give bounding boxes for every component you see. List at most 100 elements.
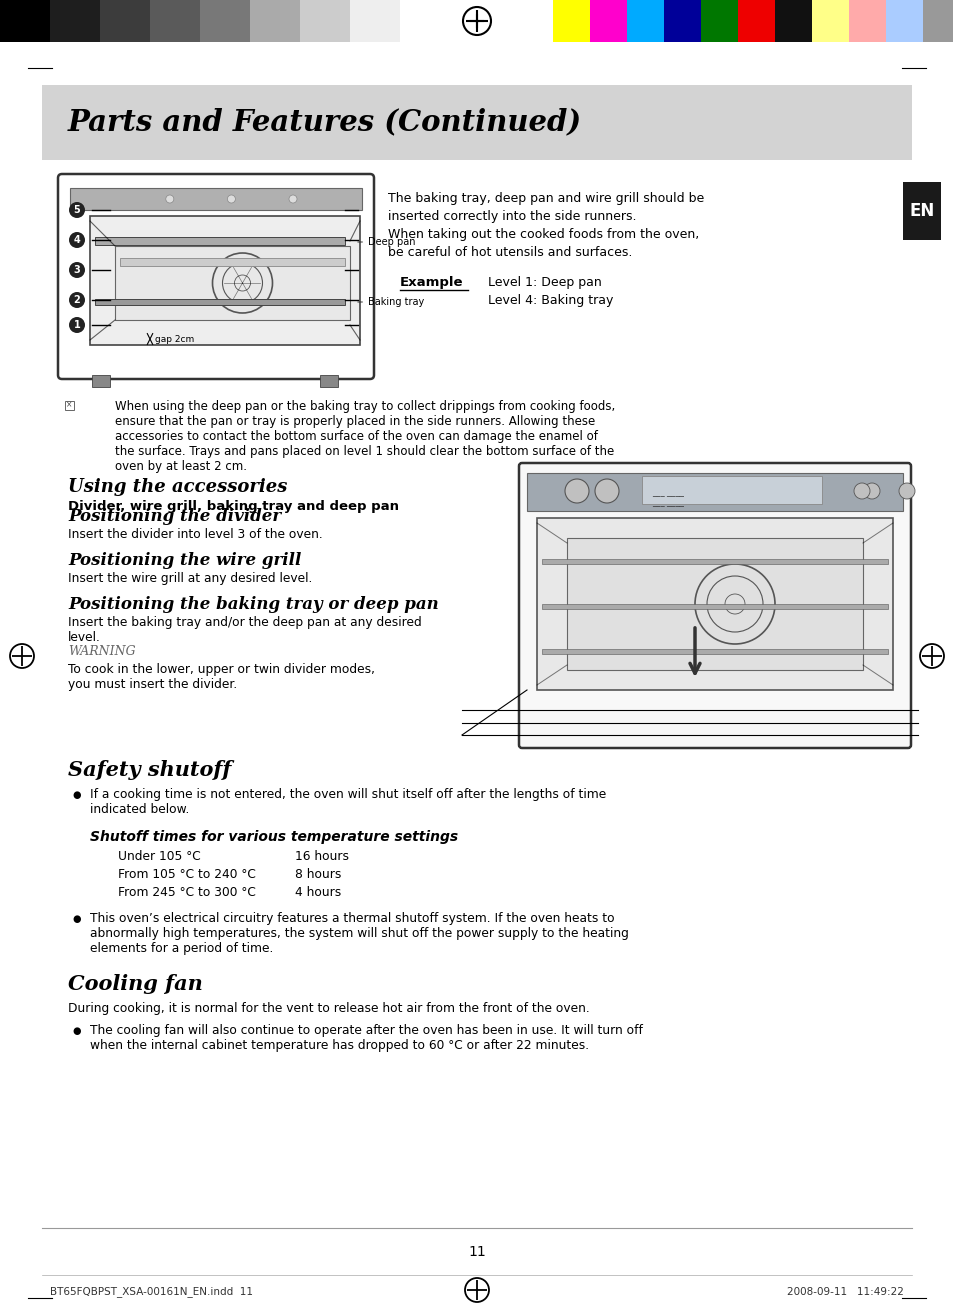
Text: This oven’s electrical circuitry features a thermal shutoff system. If the oven : This oven’s electrical circuitry feature…: [90, 913, 614, 924]
Bar: [541, 649, 887, 654]
Bar: [902, 183, 940, 240]
Text: when the internal cabinet temperature has dropped to 60 °C or after 22 minutes.: when the internal cabinet temperature ha…: [90, 1039, 589, 1052]
Text: Parts and Features (Continued): Parts and Features (Continued): [68, 108, 581, 137]
Text: inserted correctly into the side runners.: inserted correctly into the side runners…: [388, 210, 636, 223]
Bar: [120, 257, 345, 267]
Text: Level 1: Deep pan: Level 1: Deep pan: [488, 276, 601, 289]
Text: During cooking, it is normal for the vent to release hot air from the front of t: During cooking, it is normal for the ven…: [68, 1002, 589, 1015]
Bar: [115, 246, 350, 320]
Text: Under 105 °C: Under 105 °C: [118, 850, 200, 863]
Text: Divider, wire grill, baking tray and deep pan: Divider, wire grill, baking tray and dee…: [68, 500, 398, 513]
Bar: [70, 188, 361, 210]
FancyBboxPatch shape: [518, 463, 910, 748]
Text: 4: 4: [73, 235, 80, 246]
Bar: [537, 519, 892, 691]
Bar: [90, 217, 359, 345]
Text: The cooling fan will also continue to operate after the oven has been in use. It: The cooling fan will also continue to op…: [90, 1024, 642, 1037]
Text: ─── ────: ─── ────: [651, 504, 683, 509]
Circle shape: [69, 316, 85, 334]
Text: The baking tray, deep pan and wire grill should be: The baking tray, deep pan and wire grill…: [388, 192, 703, 205]
Text: Example: Example: [399, 276, 463, 289]
Bar: [526, 473, 902, 511]
Bar: [700, 0, 738, 42]
Text: 1: 1: [73, 320, 80, 330]
Text: ●: ●: [71, 790, 80, 800]
Text: elements for a period of time.: elements for a period of time.: [90, 941, 274, 955]
Bar: [91, 376, 110, 387]
Bar: [50, 0, 100, 42]
Text: Insert the wire grill at any desired level.: Insert the wire grill at any desired lev…: [68, 572, 312, 586]
Text: ensure that the pan or tray is properly placed in the side runners. Allowing the: ensure that the pan or tray is properly …: [115, 415, 595, 428]
Text: 2: 2: [73, 295, 80, 305]
Bar: [738, 0, 774, 42]
Circle shape: [69, 291, 85, 309]
Bar: [566, 538, 862, 670]
Text: Using the accessories: Using the accessories: [68, 478, 287, 496]
Bar: [923, 0, 953, 42]
Text: level.: level.: [68, 632, 101, 643]
Text: 8 hours: 8 hours: [294, 868, 341, 881]
Text: 5: 5: [73, 205, 80, 215]
Text: the surface. Trays and pans placed on level 1 should clear the bottom surface of: the surface. Trays and pans placed on le…: [115, 445, 614, 458]
Bar: [319, 376, 337, 387]
Text: you must insert the divider.: you must insert the divider.: [68, 678, 237, 691]
Circle shape: [853, 483, 869, 499]
FancyBboxPatch shape: [58, 175, 374, 379]
Circle shape: [166, 196, 173, 204]
Circle shape: [69, 232, 85, 248]
Text: BT65FQBPST_XSA-00161N_EN.indd  11: BT65FQBPST_XSA-00161N_EN.indd 11: [50, 1287, 253, 1297]
Text: From 105 °C to 240 °C: From 105 °C to 240 °C: [118, 868, 255, 881]
Text: ●: ●: [71, 914, 80, 924]
Bar: [541, 604, 887, 609]
Bar: [350, 0, 399, 42]
Text: 16 hours: 16 hours: [294, 850, 349, 863]
Bar: [0, 0, 50, 42]
Text: Cooling fan: Cooling fan: [68, 974, 203, 994]
Text: Positioning the wire grill: Positioning the wire grill: [68, 551, 301, 569]
Circle shape: [227, 196, 235, 204]
Text: Safety shutoff: Safety shutoff: [68, 760, 232, 780]
Bar: [100, 0, 150, 42]
Text: Positioning the divider: Positioning the divider: [68, 508, 281, 525]
Bar: [95, 238, 345, 246]
Bar: [65, 400, 74, 410]
Text: be careful of hot utensils and surfaces.: be careful of hot utensils and surfaces.: [388, 246, 632, 259]
Bar: [811, 0, 848, 42]
Text: When using the deep pan or the baking tray to collect drippings from cooking foo: When using the deep pan or the baking tr…: [115, 400, 615, 414]
Text: ─── ────: ─── ────: [651, 494, 683, 500]
Text: indicated below.: indicated below.: [90, 804, 190, 815]
Circle shape: [898, 483, 914, 499]
Circle shape: [69, 263, 85, 278]
Bar: [299, 0, 350, 42]
Circle shape: [69, 202, 85, 218]
Text: Deep pan: Deep pan: [357, 238, 416, 247]
Text: EN: EN: [908, 202, 934, 221]
Bar: [95, 299, 345, 305]
Circle shape: [863, 483, 879, 499]
Text: Positioning the baking tray or deep pan: Positioning the baking tray or deep pan: [68, 596, 438, 613]
Bar: [42, 85, 911, 160]
Text: If a cooking time is not entered, the oven will shut itself off after the length: If a cooking time is not entered, the ov…: [90, 788, 605, 801]
Bar: [848, 0, 885, 42]
Text: ×: ×: [67, 400, 72, 410]
Text: abnormally high temperatures, the system will shut off the power supply to the h: abnormally high temperatures, the system…: [90, 927, 628, 940]
Text: gap 2cm: gap 2cm: [154, 335, 194, 344]
Text: From 245 °C to 300 °C: From 245 °C to 300 °C: [118, 886, 255, 899]
Text: Level 4: Baking tray: Level 4: Baking tray: [488, 294, 613, 307]
Text: 2008-09-11   11:49:22: 2008-09-11 11:49:22: [786, 1287, 903, 1297]
Text: To cook in the lower, upper or twin divider modes,: To cook in the lower, upper or twin divi…: [68, 663, 375, 676]
Text: Shutoff times for various temperature settings: Shutoff times for various temperature se…: [90, 830, 457, 844]
Bar: [150, 0, 200, 42]
Bar: [200, 0, 250, 42]
Text: ●: ●: [71, 1025, 80, 1036]
Text: 3: 3: [73, 265, 80, 274]
Circle shape: [564, 479, 588, 503]
Text: Insert the baking tray and/or the deep pan at any desired: Insert the baking tray and/or the deep p…: [68, 616, 421, 629]
Text: 11: 11: [468, 1245, 485, 1259]
Text: Baking tray: Baking tray: [357, 297, 424, 307]
Text: oven by at least 2 cm.: oven by at least 2 cm.: [115, 460, 247, 473]
Bar: [553, 0, 589, 42]
Bar: [663, 0, 700, 42]
Text: accessories to contact the bottom surface of the oven can damage the enamel of: accessories to contact the bottom surfac…: [115, 429, 598, 442]
Bar: [626, 0, 663, 42]
